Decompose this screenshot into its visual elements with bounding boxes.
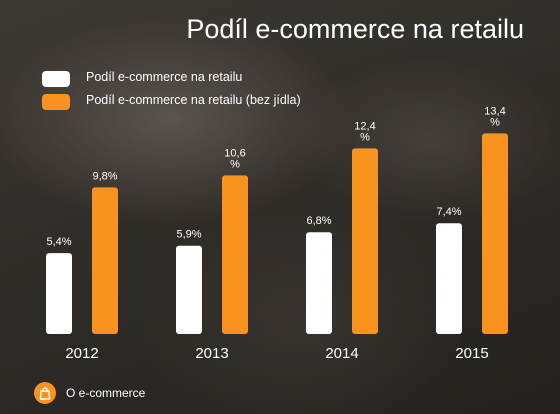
bar-total-2015 xyxy=(436,223,462,334)
data-label-nonfood-2012: 9,8% xyxy=(92,170,117,182)
bar-total-2014 xyxy=(306,232,332,334)
bar-total-2013 xyxy=(176,245,202,334)
category-label-2012: 2012 xyxy=(65,345,98,362)
category-label-2015: 2015 xyxy=(455,345,488,362)
bar-nonfood-2012 xyxy=(92,187,118,334)
data-label-total-2013: 5,9% xyxy=(176,229,201,241)
category-label-2014: 2014 xyxy=(325,345,358,362)
category-label-2013: 2013 xyxy=(195,345,228,362)
legend-label-total: Podíl e-commerce na retailu xyxy=(86,70,243,84)
data-label-nonfood-2013: 10,6% xyxy=(224,147,245,170)
chart-legend: Podíl e-commerce na retailu Podíl e-comm… xyxy=(42,70,302,116)
bar-nonfood-2014 xyxy=(352,148,378,334)
data-label-nonfood-2014: 12,4% xyxy=(354,120,375,143)
data-label-nonfood-2015: 13,4% xyxy=(484,105,505,128)
shopping-bag-icon xyxy=(34,382,56,404)
legend-swatch-white xyxy=(42,71,70,87)
data-label-total-2012: 5,4% xyxy=(46,236,71,248)
legend-item-total: Podíl e-commerce na retailu xyxy=(42,70,302,87)
legend-swatch-orange xyxy=(42,94,70,110)
bar-nonfood-2015 xyxy=(482,133,508,334)
legend-label-nonfood: Podíl e-commerce na retailu (bez jídla) xyxy=(86,93,301,107)
bar-nonfood-2013 xyxy=(222,175,248,334)
chart-title: Podíl e-commerce na retailu xyxy=(186,14,524,44)
footer-link[interactable]: O e-commerce xyxy=(34,382,145,404)
data-label-total-2015: 7,4% xyxy=(436,206,461,218)
bar-total-2012 xyxy=(46,253,72,334)
data-label-total-2014: 6,8% xyxy=(306,215,331,227)
footer-label: O e-commerce xyxy=(66,386,146,400)
legend-item-nonfood: Podíl e-commerce na retailu (bez jídla) xyxy=(42,93,302,110)
